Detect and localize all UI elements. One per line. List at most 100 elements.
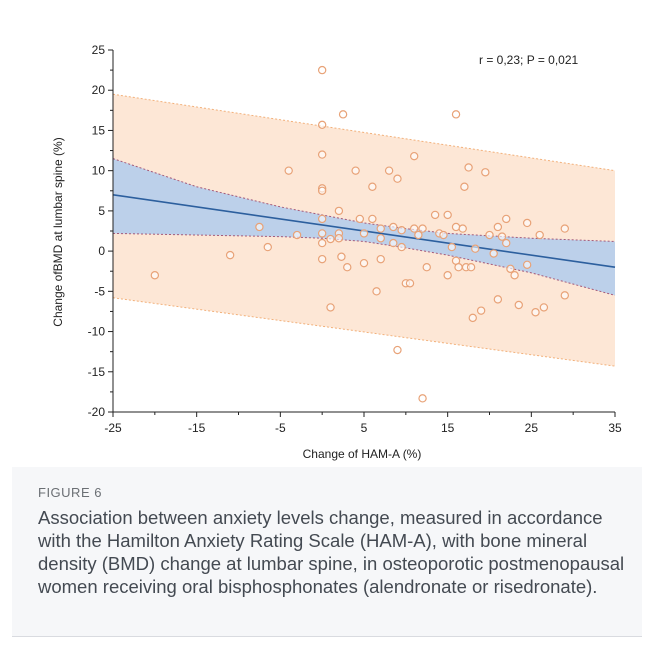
y-tick-label: 0	[98, 244, 105, 258]
data-point-80	[539, 303, 549, 312]
data-point-57	[454, 262, 463, 272]
data-point-17	[334, 206, 344, 216]
confidence-band-lower	[112, 232, 616, 296]
x-tick-label: -15	[188, 421, 206, 435]
prediction-band-upper	[112, 93, 616, 172]
data-point-13	[317, 238, 327, 248]
data-point-31	[376, 234, 385, 243]
data-point-81	[535, 230, 544, 240]
data-point-26	[359, 258, 369, 268]
data-point-14	[317, 254, 327, 264]
data-point-3	[263, 242, 272, 252]
data-point-46	[422, 262, 431, 272]
data-point-30	[376, 224, 385, 233]
data-point-37	[393, 345, 402, 355]
data-point-78	[522, 260, 532, 269]
data-point-83	[560, 224, 570, 233]
data-point-38	[397, 225, 406, 235]
data-point-77	[522, 218, 532, 228]
data-point-22	[343, 262, 352, 272]
x-tick-label: 35	[608, 421, 622, 435]
confidence-band	[113, 158, 615, 296]
data-point-51	[443, 210, 452, 220]
data-point-11	[317, 214, 327, 224]
data-point-50	[439, 230, 448, 240]
data-point-67	[485, 230, 494, 240]
data-point-65	[476, 306, 486, 315]
data-point-5	[292, 230, 302, 240]
data-point-53	[447, 242, 457, 252]
data-point-82	[560, 291, 570, 300]
data-point-75	[510, 271, 519, 280]
data-point-24	[355, 214, 365, 224]
chart-area: 25 20 15 10 5 0 -5 -10 -15 -20 -25 -15 -5 5 15 25 35 r =…	[12, 12, 642, 467]
data-point-41	[405, 279, 415, 288]
y-axis-label: Change ofBMD at lumbar spine (%)	[51, 137, 65, 326]
data-point-39	[397, 242, 406, 252]
data-point-1	[225, 250, 235, 260]
data-point-35	[389, 238, 398, 248]
data-point-4	[284, 166, 293, 175]
data-point-64	[471, 244, 480, 253]
y-tick-label: 25	[92, 43, 106, 57]
data-point-33	[384, 166, 394, 175]
data-point-69	[493, 222, 503, 232]
data-point-68	[489, 249, 498, 258]
data-point-61	[464, 163, 473, 172]
y-tick-label: -10	[88, 325, 106, 339]
data-point-54	[451, 110, 461, 119]
data-point-6	[317, 65, 327, 75]
confidence-band-upper	[112, 158, 616, 242]
x-tick-label: -5	[275, 421, 286, 435]
data-point-23	[351, 166, 360, 175]
data-point-0	[150, 271, 160, 280]
data-point-62	[466, 262, 476, 272]
data-point-12	[317, 229, 327, 238]
y-tick-label: 5	[98, 204, 105, 218]
data-point-52	[443, 271, 452, 280]
data-point-70	[493, 295, 503, 304]
data-point-27	[368, 182, 377, 191]
y-tick-label: -15	[88, 365, 106, 379]
data-point-32	[376, 254, 385, 264]
data-point-21	[337, 252, 346, 261]
data-point-58	[458, 224, 467, 233]
data-point-63	[468, 313, 477, 323]
x-tick-label: -25	[104, 421, 122, 435]
axes-layer: 25 20 15 10 5 0 -5 -10 -15 -20 -25 -15 -5 5 15 25 35	[88, 43, 622, 435]
data-point-45	[418, 224, 427, 233]
data-point-73	[502, 238, 511, 248]
y-tick-label: -5	[94, 284, 105, 298]
data-point-16	[326, 303, 335, 312]
data-point-8	[317, 150, 327, 159]
data-point-76	[514, 300, 523, 310]
data-point-25	[359, 229, 369, 238]
data-point-36	[393, 174, 402, 183]
data-point-48	[430, 210, 440, 220]
figure-label: FIGURE 6	[38, 485, 102, 500]
y-tick-label: 20	[92, 83, 106, 97]
data-point-2	[255, 222, 264, 232]
y-tick-label: 15	[92, 123, 106, 137]
data-point-47	[418, 394, 427, 403]
data-point-71	[497, 232, 507, 241]
points-layer	[150, 65, 570, 403]
data-point-10	[317, 186, 327, 195]
data-point-20	[338, 110, 348, 119]
data-point-29	[372, 287, 381, 296]
x-tick-label: 5	[361, 421, 368, 435]
data-point-55	[451, 222, 461, 232]
x-tick-label: 25	[525, 421, 539, 435]
data-point-74	[506, 264, 515, 274]
correlation-annotation: r = 0,23; P = 0,021	[479, 53, 579, 67]
y-tick-label: -20	[88, 405, 106, 419]
data-point-79	[531, 308, 540, 317]
scatter-plot: 25 20 15 10 5 0 -5 -10 -15 -20 -25 -15 -5 5 15 25 35 r =…	[51, 43, 622, 461]
x-tick-label: 15	[441, 421, 455, 435]
figure-caption: Association between anxiety levels chang…	[38, 507, 625, 597]
y-tick-label: 10	[92, 164, 106, 178]
data-point-43	[410, 224, 419, 233]
data-point-19	[334, 234, 344, 243]
data-point-28	[368, 214, 377, 224]
data-point-59	[460, 182, 469, 191]
